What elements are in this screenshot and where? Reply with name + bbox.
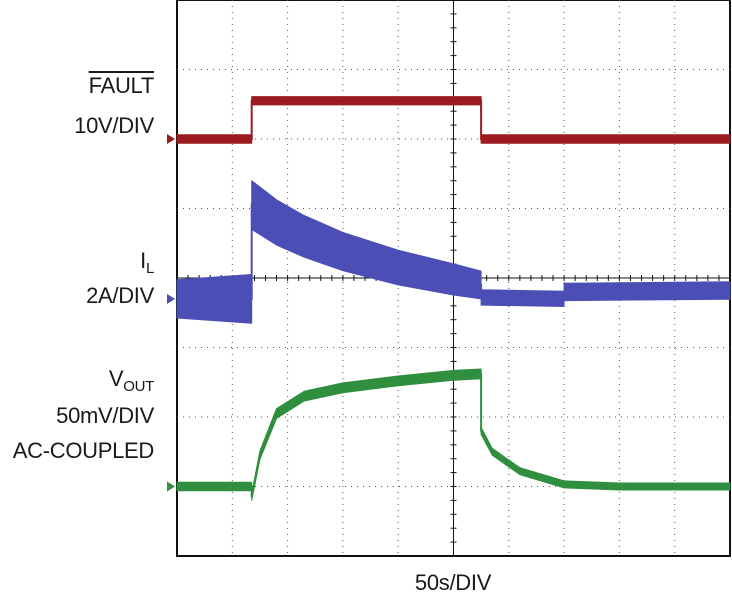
fault-name: FAULT (88, 73, 155, 98)
il-trace-band (176, 180, 731, 324)
fault-trace (177, 99, 730, 140)
vout-coupling-label: AC-COUPLED (12, 438, 155, 463)
il-scale-label: 2A/DIV (86, 285, 154, 307)
fault-scale: 10V/DIV (74, 113, 154, 138)
vout-sub: OUT (123, 378, 154, 395)
fault-label: FAULT (88, 73, 155, 98)
x-axis-label: 50s/DIV (0, 572, 732, 594)
vout-main: V (108, 366, 124, 391)
il-label: IL (140, 250, 154, 280)
il-main: I (140, 248, 146, 273)
x-axis-scale: 50s/DIV (414, 570, 492, 595)
vout-scale-label: 50mV/DIV (56, 405, 154, 427)
fault-scale-label: 10V/DIV (74, 115, 154, 137)
vout-trace (177, 372, 730, 498)
vout-scale: 50mV/DIV (56, 403, 154, 428)
il-sub: L (145, 260, 154, 277)
fault-reference-marker (167, 134, 175, 144)
channel-markers (167, 134, 175, 492)
il-scale: 2A/DIV (86, 283, 154, 308)
traces (176, 96, 731, 501)
vout-coupling: AC-COUPLED (12, 438, 155, 463)
vout-label: VOUT (109, 368, 154, 398)
vout-reference-marker (167, 481, 175, 492)
il-trace (177, 203, 731, 300)
il-reference-marker (167, 293, 175, 304)
